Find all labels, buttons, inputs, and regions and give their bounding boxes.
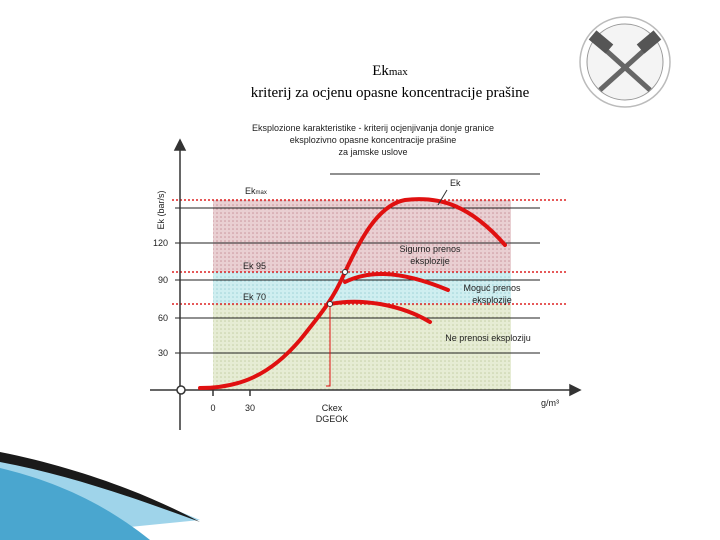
axes [150,138,582,430]
y-tick: 120 [153,238,168,248]
ekmax-label: Ekmax [245,186,267,196]
y-tick: 90 [158,275,168,285]
point [342,269,348,275]
x-tick: 30 [245,403,255,413]
ek95-label: Ek 95 [243,261,266,271]
annotation: eksplozije [410,256,450,266]
logo [579,16,671,108]
curve-label: Ek [450,178,461,188]
caption: za jamske uslove [338,147,407,157]
x-marker: Ckex [322,403,343,413]
annotation: Ne prenosi eksploziju [445,333,531,343]
caption: Eksplozione karakteristike - kriterij oc… [252,123,494,133]
title: Ekmax [372,63,408,79]
y-tick: 30 [158,348,168,358]
ek70-label: Ek 70 [243,292,266,302]
ekmax-sub: max [256,190,267,196]
x-marker: DGEOK [316,414,349,424]
y-axis-label: Ek (bar/s) [156,190,166,229]
y-tick: 60 [158,313,168,323]
point [327,301,333,307]
x-unit: g/m³ [541,398,559,408]
pointer [437,189,448,206]
annotation: eksplozije [472,295,512,305]
annotation: Moguć prenos [463,283,521,293]
title-line: kriterij za ocjenu opasne koncentracije … [251,85,530,101]
title-sub: max [389,66,408,78]
annotation: Sigurno prenos [399,244,461,254]
ekmax-main: Ek [245,186,256,196]
caption: eksplozivno opasne koncentracije prašine [290,135,457,145]
ckex-line [326,304,331,387]
decoration [0,452,200,540]
x-tick: 0 [210,403,215,413]
title-main: Ek [372,63,389,79]
